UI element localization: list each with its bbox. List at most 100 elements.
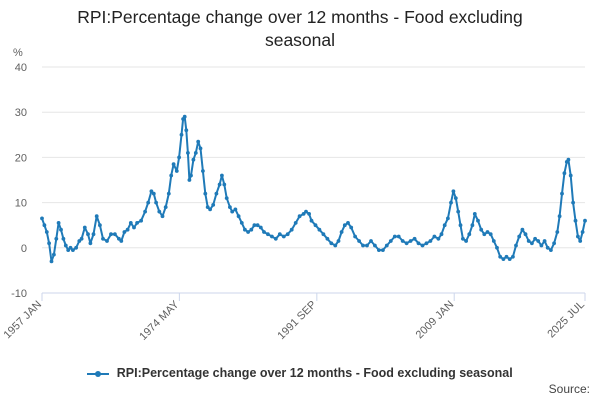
data-point (313, 223, 318, 228)
data-point (132, 225, 136, 230)
data-point (191, 157, 196, 162)
data-point (573, 218, 578, 223)
data-point (98, 223, 102, 228)
data-point (307, 212, 311, 216)
data-point (163, 205, 168, 210)
data-point (222, 182, 227, 187)
data-point (79, 236, 84, 241)
data-point (479, 227, 484, 232)
data-point (353, 234, 357, 239)
data-point (562, 171, 567, 176)
data-point (470, 223, 475, 228)
data-point (109, 232, 113, 237)
data-point (184, 128, 189, 133)
data-point (392, 234, 397, 239)
data-point (576, 234, 580, 239)
data-point (262, 230, 266, 234)
data-point (432, 234, 437, 239)
data-point (446, 216, 450, 221)
x-tick-label: 1991 SEP (275, 299, 319, 343)
data-point (211, 203, 216, 207)
y-tick-label: 30 (15, 107, 27, 119)
data-point (86, 232, 90, 237)
data-point (59, 227, 63, 232)
data-point (224, 196, 229, 201)
data-point (196, 139, 201, 144)
data-point (171, 162, 176, 167)
data-point (442, 223, 447, 228)
data-point (361, 243, 365, 248)
data-point (91, 232, 96, 237)
data-point (49, 259, 54, 264)
data-point (536, 239, 541, 243)
data-point (451, 189, 456, 194)
data-point (174, 169, 179, 173)
data-point (436, 236, 441, 241)
data-point (504, 254, 509, 259)
source-label: Source: (548, 382, 590, 396)
data-point (396, 234, 401, 239)
data-point (329, 241, 334, 246)
data-point (66, 248, 71, 253)
data-point (381, 248, 385, 253)
x-tick-label: 2009 JAN (414, 299, 457, 342)
data-point (186, 151, 190, 155)
data-point (139, 218, 144, 223)
data-point (40, 216, 44, 221)
series-line-0 (41, 115, 586, 263)
data-point (266, 232, 270, 237)
data-point (214, 191, 219, 196)
legend-label: RPI:Percentage change over 12 months - F… (116, 366, 513, 380)
data-point (105, 239, 109, 243)
data-point (339, 230, 344, 234)
data-point (449, 200, 453, 205)
data-point (273, 236, 278, 241)
data-point (71, 248, 75, 253)
data-point (189, 173, 193, 178)
data-point (281, 234, 286, 239)
data-point (157, 209, 162, 214)
data-point (325, 236, 330, 241)
data-point (44, 230, 49, 234)
data-point (255, 223, 260, 228)
data-point (128, 221, 133, 225)
data-point (230, 209, 235, 214)
x-axis: 1957 JAN 1974 MAY 1991 SEP 2009 JAN 2025 JUL (1, 292, 587, 343)
data-point (297, 214, 302, 219)
data-point (501, 257, 506, 261)
data-point (488, 232, 493, 237)
legend[interactable]: RPI:Percentage change over 12 months - F… (0, 366, 600, 380)
data-point (289, 227, 294, 232)
data-point (74, 245, 78, 250)
data-point (143, 209, 148, 214)
data-point (526, 239, 531, 243)
data-point (578, 239, 583, 243)
data-point (203, 191, 208, 196)
chart-title: RPI:Percentage change over 12 months - F… (77, 7, 523, 50)
data-point (82, 225, 87, 230)
data-point (146, 200, 151, 205)
data-point (208, 207, 213, 212)
y-tick-label: -10 (11, 288, 27, 300)
data-point (552, 241, 556, 246)
data-point (68, 245, 73, 250)
data-point (566, 157, 571, 162)
x-tick-label: 1974 MAY (137, 298, 182, 343)
data-point (511, 254, 515, 259)
data-point (583, 218, 587, 223)
data-point (169, 173, 174, 178)
y-axis: -10 0 10 20 30 40 (11, 62, 27, 300)
data-point (416, 241, 421, 246)
data-point (439, 232, 444, 237)
data-point (400, 239, 405, 243)
data-point (154, 200, 159, 205)
y-tick-label: 10 (15, 198, 27, 210)
data-point (317, 227, 322, 232)
data-point (491, 239, 496, 243)
data-point (365, 243, 369, 248)
data-point (113, 232, 117, 237)
data-point (239, 221, 244, 225)
data-point (560, 191, 564, 196)
data-point (520, 227, 525, 232)
data-point (54, 236, 59, 241)
